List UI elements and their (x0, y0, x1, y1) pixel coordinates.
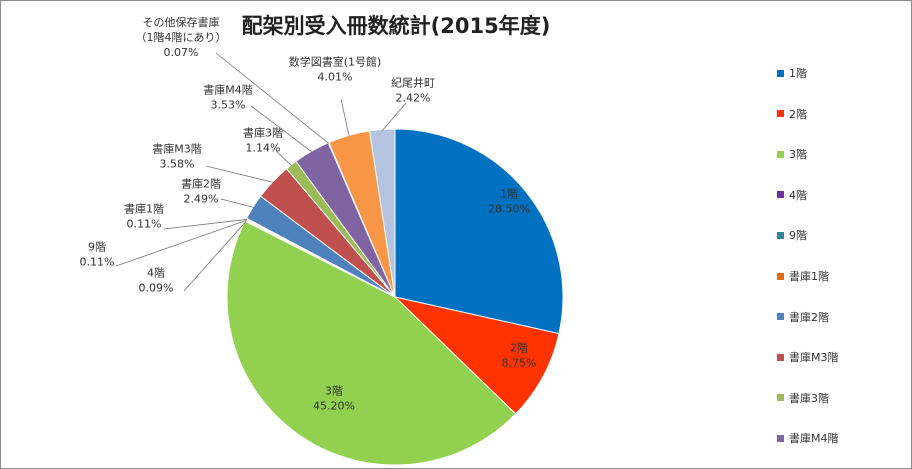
legend-swatch (777, 434, 784, 442)
pie-slice-3 (226, 220, 517, 466)
legend-label: 書庫1階 (789, 270, 829, 283)
leader-line-4 (183, 220, 247, 292)
pie-slice-1 (394, 128, 564, 335)
legend-label: 1階 (789, 67, 807, 80)
legend-swatch (777, 150, 784, 158)
data-label-value-6: 0.11% (127, 218, 162, 231)
data-label-name-11: （1階4階にあり） (136, 30, 227, 44)
legend-label: 4階 (789, 188, 807, 202)
leader-line-10 (250, 105, 313, 153)
legend-swatch (777, 394, 784, 402)
data-label-value-7: 2.49% (184, 193, 219, 206)
legend-label: 書庫3階 (789, 391, 829, 405)
data-label-name-4: 4階 (147, 266, 165, 280)
data-label-name-13: 紀尾井町 (391, 76, 435, 90)
legend-item-4: 4階 (777, 187, 807, 203)
pie-slice-13 (368, 128, 396, 298)
data-label-name-6: 書庫1階 (124, 202, 164, 216)
leader-line-12 (340, 98, 350, 137)
data-label-name-7: 書庫2階 (181, 177, 221, 191)
legend-item-2: 2階 (777, 106, 807, 122)
legend-label: 3階 (789, 148, 807, 162)
data-label-name-1: 1階 (500, 187, 518, 201)
legend-swatch (777, 313, 784, 321)
data-label-value-5: 0.11% (80, 256, 115, 269)
legend-item-5: 9階 (777, 227, 807, 243)
data-label-value-9: 1.14% (246, 142, 281, 155)
leader-line-8 (205, 165, 274, 183)
data-label-value-13: 2.42% (396, 92, 431, 105)
leader-line-11 (215, 52, 330, 144)
data-label-name-8: 書庫M3階 (152, 142, 202, 156)
pie-slice-2 (393, 296, 560, 415)
data-label-value-11: 0.07% (164, 46, 199, 59)
legend-swatch (777, 272, 784, 280)
legend-item-10: 書庫M4階 (777, 430, 839, 446)
legend-label: 2階 (789, 107, 807, 121)
leader-line-9 (275, 150, 293, 166)
data-label-name-9: 書庫3階 (243, 126, 283, 140)
data-label-name-11: その他保存書庫 (143, 15, 220, 29)
chart-title: 配架別受入冊数統計(2015年度) (241, 14, 551, 38)
data-label-value-12: 4.01% (318, 71, 353, 84)
data-label-name-3: 3階 (325, 384, 343, 398)
leader-line-7 (220, 198, 255, 208)
legend-item-8: 書庫M3階 (777, 349, 839, 365)
data-label-name-12: 数学図書室(1号館) (289, 55, 382, 69)
data-label-name-2: 2階 (510, 341, 528, 355)
legend-swatch (777, 110, 784, 118)
legend-swatch (777, 353, 784, 361)
legend-item-7: 書庫2階 (777, 309, 829, 325)
data-label-value-8: 3.58% (160, 158, 195, 171)
data-label-value-2: 8.75% (502, 357, 537, 370)
legend-item-9: 書庫3階 (777, 390, 829, 406)
leader-line-13 (381, 102, 407, 131)
data-label-value-10: 3.53% (211, 99, 246, 112)
data-label-value-3: 45.20% (313, 400, 355, 413)
legend-label: 9階 (789, 229, 807, 243)
data-label-value-4: 0.09% (139, 282, 174, 295)
data-label-name-5: 9階 (88, 240, 106, 254)
legend-item-1: 1階 (777, 65, 807, 81)
leader-line-6 (163, 218, 248, 230)
legend-swatch (777, 191, 784, 199)
legend-item-6: 書庫1階 (777, 268, 829, 284)
legend-item-3: 3階 (777, 146, 807, 162)
legend-swatch (777, 69, 784, 77)
legend-label: 書庫M4階 (789, 432, 839, 446)
data-label-name-10: 書庫M4階 (203, 83, 253, 97)
legend-swatch (777, 231, 784, 239)
legend-label: 書庫M3階 (789, 351, 839, 365)
leader-line-5 (115, 219, 247, 267)
data-label-value-1: 28.50% (488, 203, 530, 216)
legend-label: 書庫2階 (789, 310, 829, 324)
